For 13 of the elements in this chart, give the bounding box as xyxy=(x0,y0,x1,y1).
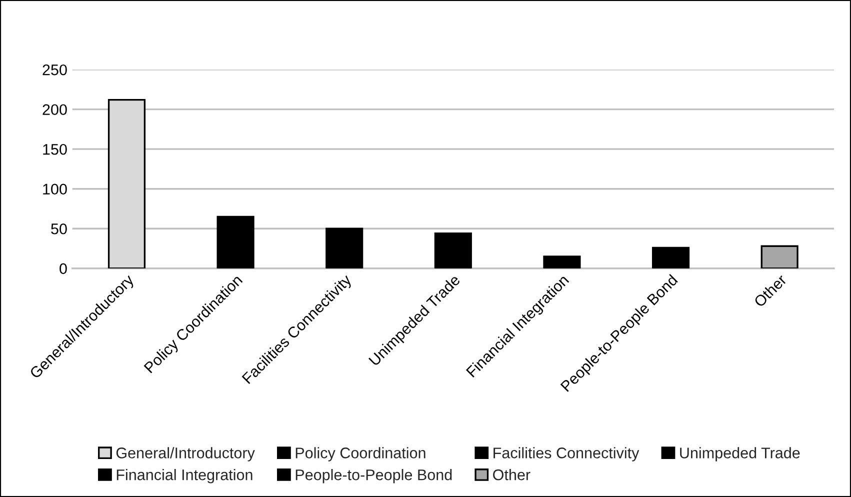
legend-label: Policy Coordination xyxy=(296,447,426,462)
y-tick-label: 200 xyxy=(42,104,67,116)
y-tick-label: 0 xyxy=(60,263,67,274)
y-tick-label: 50 xyxy=(51,223,67,234)
y-tick-label: 250 xyxy=(42,64,67,76)
legend-label: People-to-People Bond xyxy=(296,469,452,484)
legend-label: General/Introductory xyxy=(116,447,255,462)
y-tick-label: 150 xyxy=(43,144,67,155)
legend-label: Other xyxy=(493,469,530,480)
legend-label: Financial Integration xyxy=(116,469,252,484)
legend-label: Facilities Connectivity xyxy=(494,447,640,462)
y-tick-label: 100 xyxy=(43,184,67,195)
legend-label: Unimpeded Trade xyxy=(680,447,800,462)
